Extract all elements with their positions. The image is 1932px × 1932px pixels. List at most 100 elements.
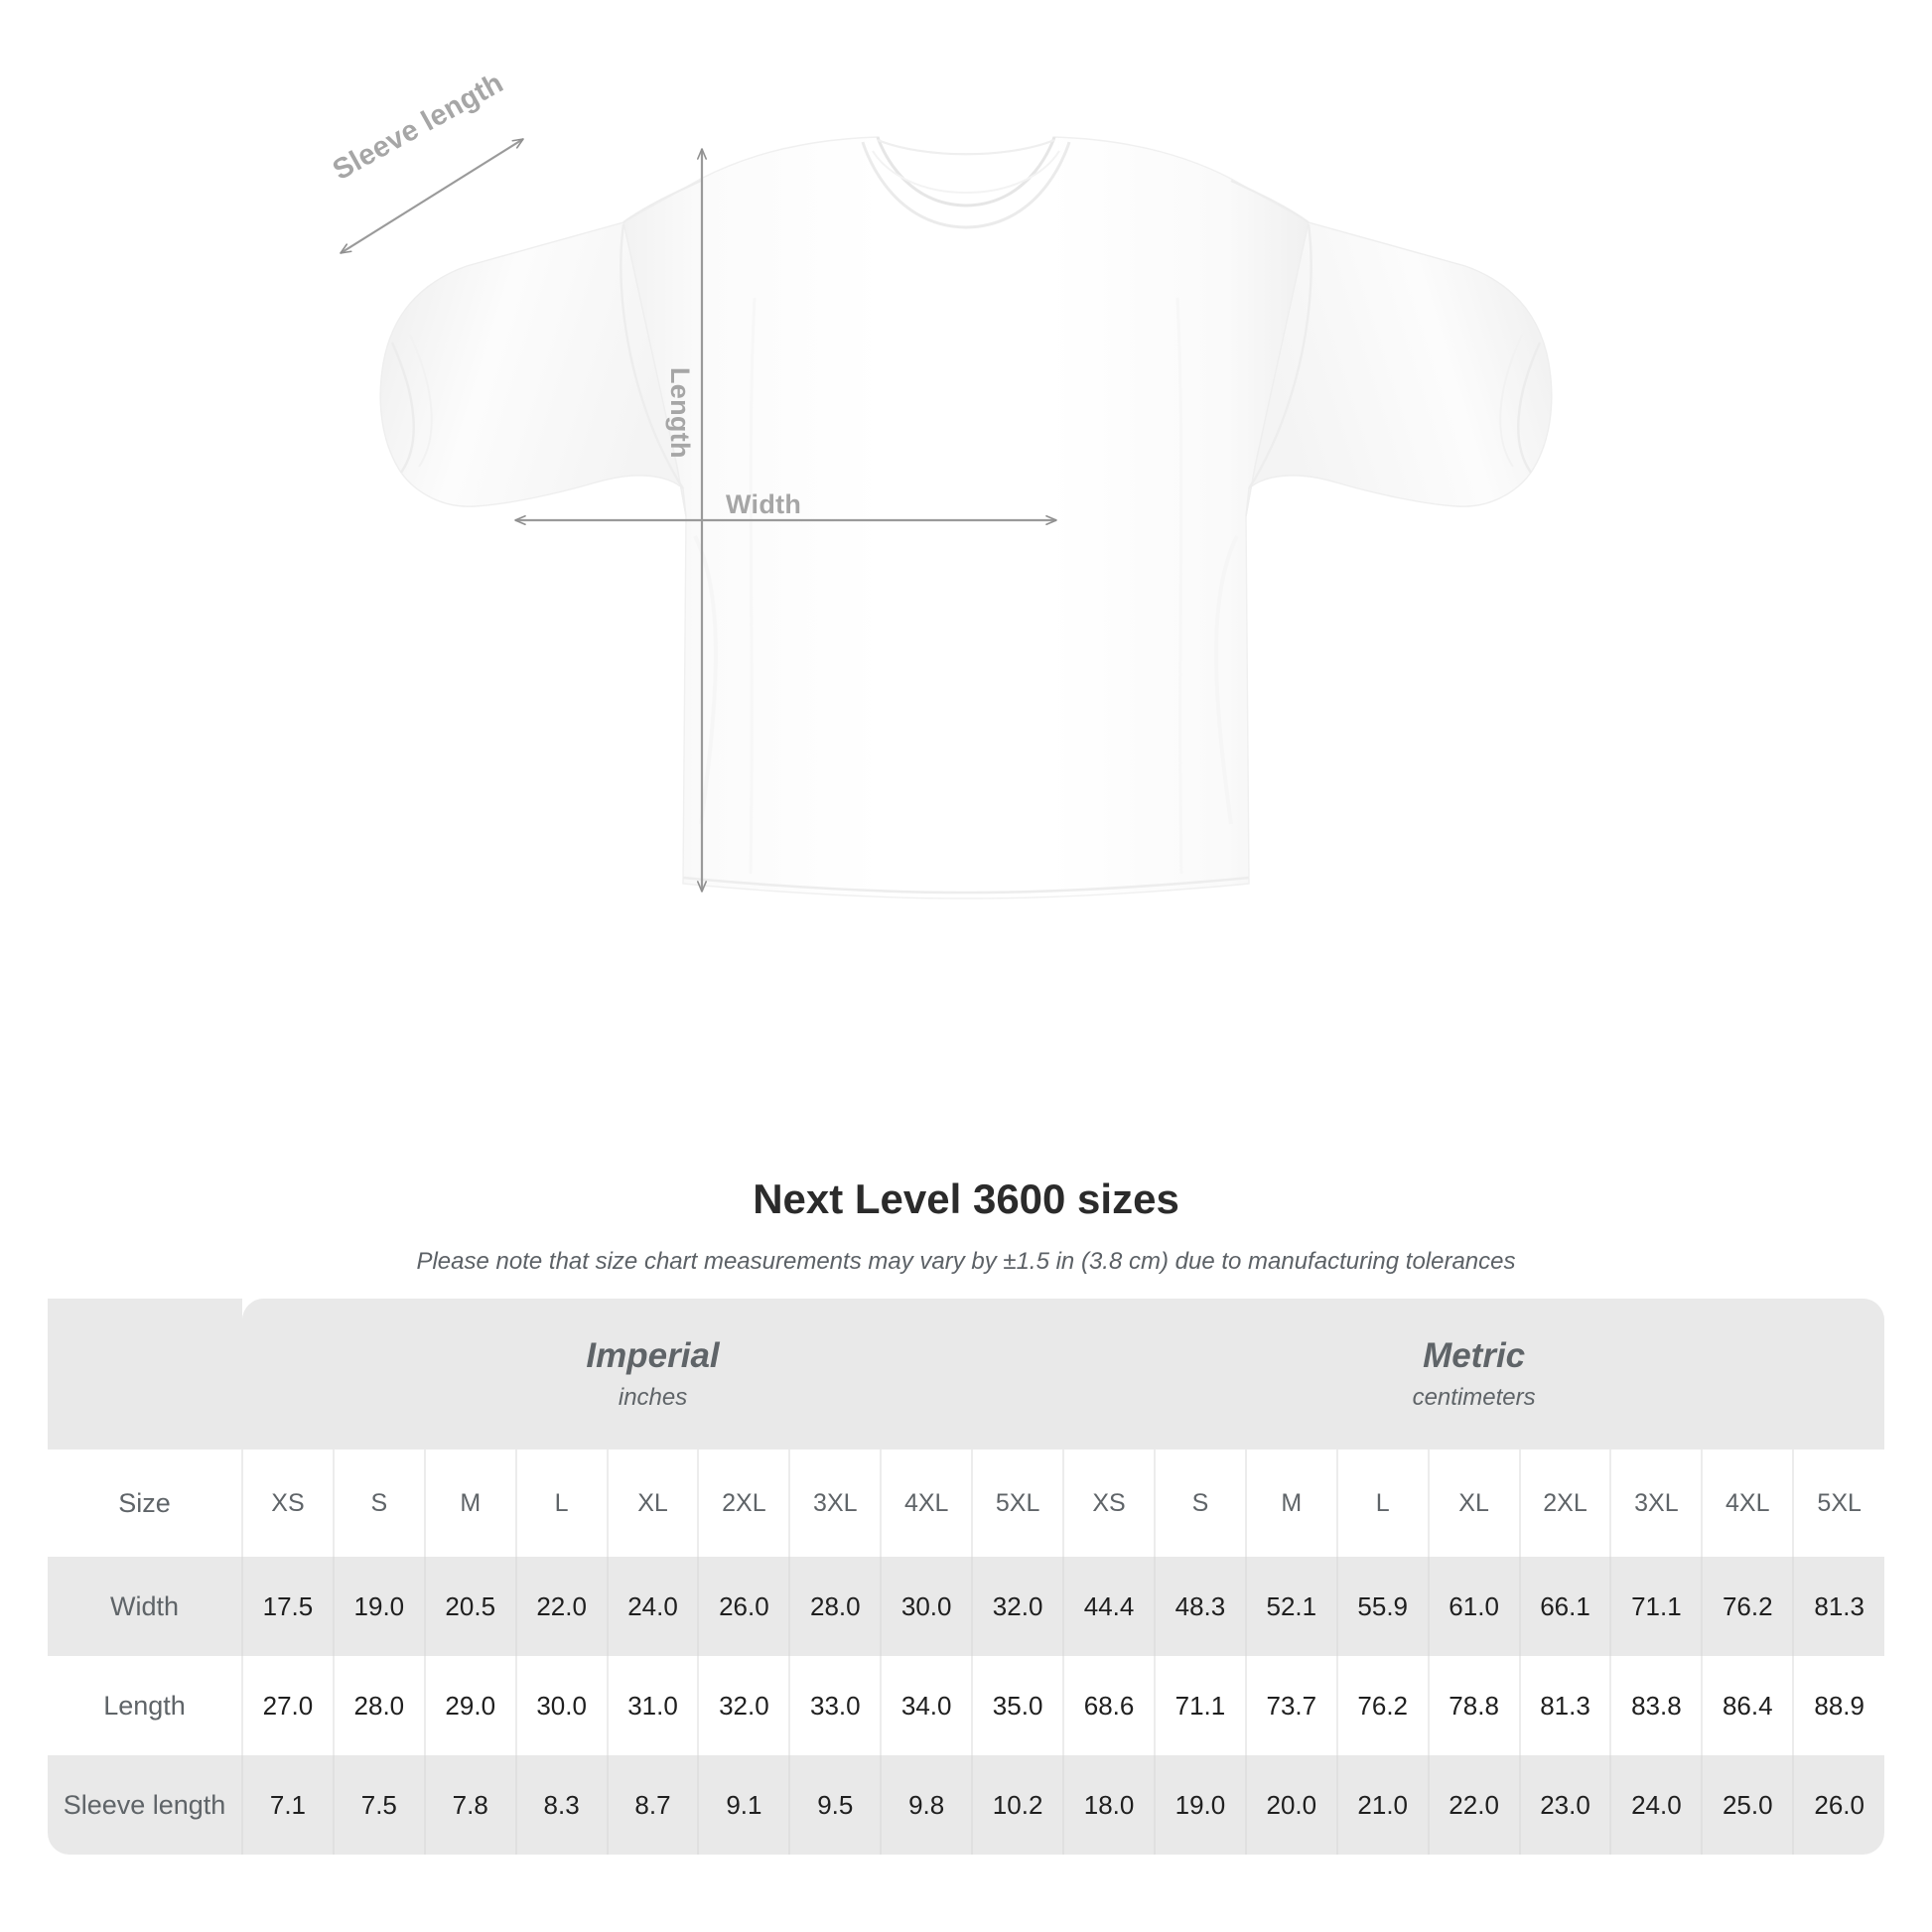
measurement-cell: 52.1 [1245,1557,1338,1656]
size-header-cell: XL [607,1449,700,1557]
size-header-cell: S [1154,1449,1247,1557]
size-header-cell: 2XL [698,1449,791,1557]
size-header-cell: 3XL [1610,1449,1704,1557]
title-block: Next Level 3600 sizes Please note that s… [0,1175,1932,1277]
measurement-cell: 19.0 [1154,1755,1247,1855]
size-header-cell: XS [242,1449,335,1557]
width-label: Width [726,489,802,519]
measurement-cell: 9.1 [698,1755,791,1855]
measurement-cell: 8.7 [607,1755,700,1855]
table-row: Width 17.5 19.0 20.5 22.0 24.0 26.0 28.0… [48,1557,1885,1656]
tolerance-note: Please note that size chart measurements… [416,1248,1516,1276]
unit-header-metric: Metric centimeters [1063,1299,1885,1449]
measurement-cell: 19.0 [333,1557,426,1656]
unit-header-imperial: Imperial inches [242,1299,1064,1449]
page-title: Next Level 3600 sizes [753,1175,1179,1222]
measurement-cell: 29.0 [424,1656,517,1755]
measurement-cell: 68.6 [1063,1656,1156,1755]
size-header-cell: XS [1063,1449,1156,1557]
shirt-body-shape [379,136,1553,899]
row-header-length: Length [48,1656,243,1755]
size-header-row: Size XS S M L XL 2XL 3XL 4XL 5XL XS S M … [48,1449,1885,1557]
measurement-cell: 32.0 [972,1557,1065,1656]
measurement-cell: 71.1 [1154,1656,1247,1755]
measurement-cell: 81.3 [1519,1656,1612,1755]
measurement-cell: 48.3 [1154,1557,1247,1656]
measurement-cell: 23.0 [1519,1755,1612,1855]
measurement-cell: 24.0 [607,1557,700,1656]
size-header-cell: 5XL [1817,1488,1862,1517]
measurement-cell: 9.5 [789,1755,883,1855]
unit-sub-imperial: inches [618,1384,688,1412]
row-header-sleeve-length: Sleeve length [48,1755,243,1855]
measurement-cell: 18.0 [1063,1755,1156,1855]
unit-name-imperial: Imperial [586,1335,720,1375]
measurement-cell: 32.0 [698,1656,791,1755]
size-header-cell: 4XL [881,1449,974,1557]
size-header-cell: 5XL [972,1449,1065,1557]
measurement-cell: 28.0 [789,1557,883,1656]
measurement-cell: 83.8 [1610,1656,1704,1755]
measurement-cell: 66.1 [1519,1557,1612,1656]
measurement-cell: 34.0 [881,1656,974,1755]
measurement-cell: 78.8 [1428,1656,1521,1755]
size-header-cell: XL [1428,1449,1521,1557]
measurement-cell: 86.4 [1702,1656,1795,1755]
size-chart-table-wrapper: Imperial inches Metric centimeters Size … [48,1299,1885,1855]
table-row: Sleeve length 7.1 7.5 7.8 8.3 8.7 9.1 9.… [48,1755,1885,1855]
measurement-cell: 27.0 [242,1656,335,1755]
measurement-cell: 30.0 [881,1557,974,1656]
banner-corner-cell [48,1299,242,1449]
measurement-cell: 9.8 [881,1755,974,1855]
unit-sub-metric: centimeters [1412,1384,1536,1412]
unit-name-metric: Metric [1423,1335,1526,1375]
size-header-cell: 2XL [1519,1449,1612,1557]
measurement-cell: 61.0 [1428,1557,1521,1656]
measurement-cell: 7.1 [242,1755,335,1855]
measurement-cell: 24.0 [1610,1755,1704,1855]
measurement-cell: 25.0 [1702,1755,1795,1855]
row-header-width: Width [48,1557,243,1656]
measurement-cell: 55.9 [1336,1557,1430,1656]
measurement-cell: 22.0 [515,1557,609,1656]
measurement-cell: 21.0 [1336,1755,1430,1855]
unit-banner-row: Imperial inches Metric centimeters [48,1299,1885,1449]
measurement-cell: 7.8 [424,1755,517,1855]
sleeve-length-arrow [340,138,524,254]
measurement-cell: 44.4 [1063,1557,1156,1656]
measurement-guides [340,138,1057,893]
measurement-cell: 31.0 [607,1656,700,1755]
measurement-cell: 71.1 [1610,1557,1704,1656]
tshirt-illustration [340,136,1553,899]
measurement-cell: 76.2 [1702,1557,1795,1656]
row-header-size: Size [48,1449,243,1557]
measurement-cell: 30.0 [515,1656,609,1755]
measurement-cell: 20.0 [1245,1755,1338,1855]
measurement-cell: 88.9 [1814,1690,1864,1721]
size-header-cell: S [333,1449,426,1557]
size-header-cell: M [1245,1449,1338,1557]
size-chart-table: Imperial inches Metric centimeters Size … [48,1299,1885,1855]
measurement-cell: 8.3 [515,1755,609,1855]
measurement-cell: 17.5 [242,1557,335,1656]
measurement-cell: 35.0 [972,1656,1065,1755]
size-header-cell: L [515,1449,609,1557]
measurement-cell: 81.3 [1814,1590,1864,1621]
measurement-cell: 22.0 [1428,1755,1521,1855]
size-header-cell: 3XL [789,1449,883,1557]
shirt-diagram: Sleeve length Length Width [328,67,1553,899]
size-header-cell: M [424,1449,517,1557]
measurement-cell: 20.5 [424,1557,517,1656]
length-label: Length [665,367,695,459]
table-row: Length 27.0 28.0 29.0 30.0 31.0 32.0 33.… [48,1656,1885,1755]
size-header-cell: 4XL [1702,1449,1795,1557]
measurement-cell: 73.7 [1245,1656,1338,1755]
size-header-cell: L [1336,1449,1430,1557]
measurement-cell: 26.0 [1814,1789,1864,1820]
measurement-cell: 28.0 [333,1656,426,1755]
measurement-cell: 10.2 [972,1755,1065,1855]
measurement-cell: 76.2 [1336,1656,1430,1755]
measurement-cell: 33.0 [789,1656,883,1755]
measurement-cell: 7.5 [333,1755,426,1855]
measurement-cell: 26.0 [698,1557,791,1656]
